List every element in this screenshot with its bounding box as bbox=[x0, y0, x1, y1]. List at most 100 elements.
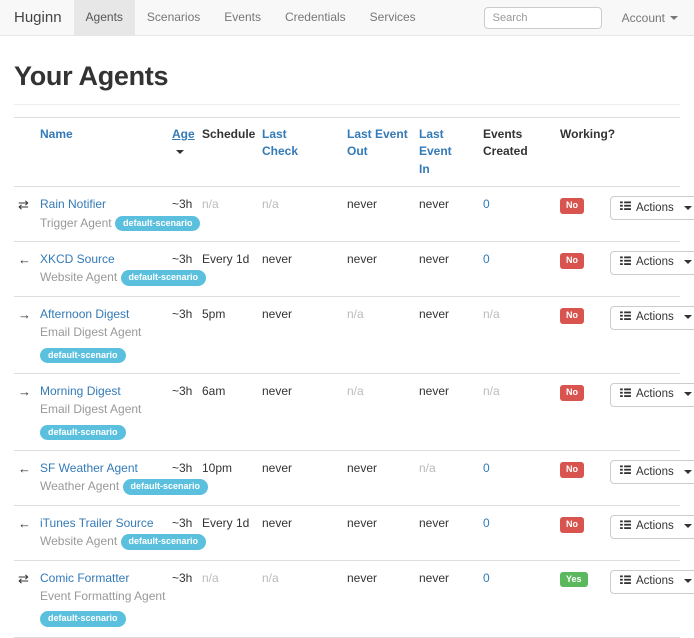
agent-type-line: Website Agent default-scenario bbox=[40, 533, 207, 551]
agent-type-line: Email Digest Agent bbox=[40, 324, 168, 341]
working-badge: No bbox=[560, 252, 584, 269]
brand[interactable]: Huginn bbox=[14, 9, 62, 26]
agents-table-body: ⇄ Rain Notifier Trigger Agent default-sc… bbox=[14, 186, 694, 638]
table-row: ⇄ Comic Formatter Event Formatting Agent… bbox=[14, 560, 694, 638]
nav-item-scenarios[interactable]: Scenarios bbox=[146, 10, 201, 24]
page-title: Your Agents bbox=[14, 61, 169, 91]
age-cell: ~3h bbox=[172, 450, 202, 506]
last-event-in-cell: never bbox=[419, 560, 483, 638]
name-cell: SF Weather Agent Weather Agent default-s… bbox=[40, 450, 209, 506]
age-cell: ~3h bbox=[172, 560, 202, 638]
nav-item-agents[interactable]: Agents bbox=[73, 0, 135, 35]
chevron-down-icon bbox=[683, 469, 692, 474]
name-cell: Morning Digest Email Digest Agent defaul… bbox=[40, 373, 172, 452]
exchange-icon: ⇄ bbox=[18, 197, 29, 213]
agent-name-link[interactable]: Afternoon Digest bbox=[40, 306, 130, 321]
list-icon bbox=[620, 201, 631, 214]
events-created-value[interactable]: 0 bbox=[483, 461, 490, 476]
chevron-down-icon bbox=[683, 260, 692, 265]
agent-type: Email Digest Agent bbox=[40, 402, 142, 417]
scenario-badge[interactable]: default-scenario bbox=[40, 611, 126, 628]
arrow-left-icon: ← bbox=[18, 461, 31, 477]
working-badge: No bbox=[560, 198, 584, 214]
col-header-age[interactable]: Age bbox=[172, 116, 202, 188]
agent-name-link[interactable]: SF Weather Agent bbox=[40, 461, 138, 476]
list-icon bbox=[620, 575, 631, 588]
scenario-badge[interactable]: default-scenario bbox=[122, 479, 209, 496]
main-content: Your Agents Name Age Schedule Last Check… bbox=[0, 61, 694, 638]
working-badge: No bbox=[560, 307, 584, 324]
nav-item-credentials[interactable]: Credentials bbox=[284, 10, 346, 24]
events-created-value[interactable]: 0 bbox=[483, 515, 490, 530]
last-check-cell: never bbox=[262, 296, 347, 374]
age-cell: ~3h bbox=[172, 373, 202, 452]
actions-label: Actions bbox=[636, 465, 674, 478]
divider bbox=[14, 104, 680, 105]
nav-item-services[interactable]: Services bbox=[369, 10, 416, 24]
search-input[interactable] bbox=[483, 6, 602, 29]
col-header-last-check[interactable]: Last Check bbox=[262, 116, 347, 188]
agent-type-line: Trigger Agent default-scenario bbox=[40, 215, 201, 232]
col-header-last-event-in[interactable]: Last Event In bbox=[419, 116, 483, 188]
scenario-badge[interactable]: default-scenario bbox=[114, 215, 201, 232]
col-header-name[interactable]: Name bbox=[40, 116, 172, 188]
actions-button[interactable]: Actions bbox=[610, 250, 694, 275]
last-event-out-cell: n/a bbox=[347, 373, 419, 452]
agent-type-line: Event Formatting Agent bbox=[40, 588, 168, 605]
events-created-value[interactable]: 0 bbox=[483, 251, 490, 266]
col-header-actions bbox=[610, 116, 680, 188]
agent-type-line: Weather Agent default-scenario bbox=[40, 478, 209, 496]
chevron-down-icon bbox=[670, 15, 678, 20]
actions-button[interactable]: Actions bbox=[610, 569, 694, 594]
scenario-badge-line: default-scenario bbox=[40, 610, 168, 628]
scenario-badge[interactable]: default-scenario bbox=[120, 270, 207, 287]
scenario-badge[interactable]: default-scenario bbox=[40, 424, 126, 441]
actions-button[interactable]: Actions bbox=[610, 382, 694, 407]
last-event-in-cell: never bbox=[419, 373, 483, 452]
actions-button[interactable]: Actions bbox=[610, 196, 694, 221]
scenario-badge[interactable]: default-scenario bbox=[40, 347, 126, 364]
table-header-row: Name Age Schedule Last Check Last Event … bbox=[14, 116, 680, 188]
chevron-down-icon bbox=[683, 315, 692, 320]
list-icon bbox=[620, 256, 631, 269]
chevron-down-icon bbox=[683, 205, 692, 210]
last-event-out-cell: never bbox=[347, 560, 419, 638]
account-menu[interactable]: Account bbox=[622, 11, 678, 25]
events-created-value[interactable]: n/a bbox=[483, 383, 500, 398]
events-created-value[interactable]: 0 bbox=[483, 570, 490, 585]
actions-label: Actions bbox=[636, 520, 674, 533]
col-header-last-event-out[interactable]: Last Event Out bbox=[347, 116, 419, 188]
schedule-cell: Every 1d bbox=[202, 241, 262, 297]
account-label: Account bbox=[621, 10, 665, 25]
last-check-cell: never bbox=[262, 505, 347, 561]
actions-button[interactable]: Actions bbox=[610, 514, 694, 539]
chevron-down-icon bbox=[683, 392, 692, 397]
events-created-value[interactable]: n/a bbox=[483, 306, 500, 321]
working-badge: No bbox=[560, 516, 584, 533]
actions-label: Actions bbox=[636, 201, 674, 214]
agent-name-link[interactable]: Rain Notifier bbox=[40, 197, 107, 212]
last-check-cell: n/a bbox=[262, 560, 347, 638]
chevron-down-icon bbox=[683, 579, 692, 584]
age-cell: ~3h bbox=[172, 186, 202, 242]
name-cell: iTunes Trailer Source Website Agent defa… bbox=[40, 505, 207, 561]
schedule-cell: 10pm bbox=[202, 450, 262, 506]
name-cell: Rain Notifier Trigger Agent default-scen… bbox=[40, 186, 201, 242]
agent-name-link[interactable]: Morning Digest bbox=[40, 383, 121, 398]
scenario-badge[interactable]: default-scenario bbox=[120, 534, 207, 551]
events-created-value[interactable]: 0 bbox=[483, 197, 490, 212]
last-event-out-cell: never bbox=[347, 450, 419, 506]
agent-name-link[interactable]: iTunes Trailer Source bbox=[40, 515, 154, 530]
list-icon bbox=[620, 520, 631, 533]
agent-name-link[interactable]: Comic Formatter bbox=[40, 570, 130, 585]
scenario-badge-line: default-scenario bbox=[40, 424, 168, 441]
nav-item-events[interactable]: Events bbox=[224, 10, 261, 24]
agents-table: Name Age Schedule Last Check Last Event … bbox=[14, 116, 694, 638]
table-row: → Afternoon Digest Email Digest Agent de… bbox=[14, 296, 694, 374]
agent-name-link[interactable]: XKCD Source bbox=[40, 251, 115, 266]
schedule-cell: n/a bbox=[202, 560, 262, 638]
actions-button[interactable]: Actions bbox=[610, 460, 694, 485]
actions-button[interactable]: Actions bbox=[610, 305, 694, 330]
navbar-right: Account bbox=[483, 0, 694, 35]
working-badge: Yes bbox=[560, 571, 588, 588]
